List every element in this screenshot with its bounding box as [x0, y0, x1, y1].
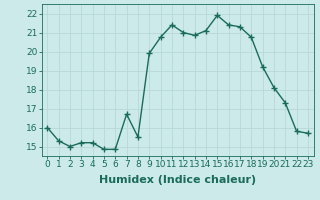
X-axis label: Humidex (Indice chaleur): Humidex (Indice chaleur)	[99, 175, 256, 185]
